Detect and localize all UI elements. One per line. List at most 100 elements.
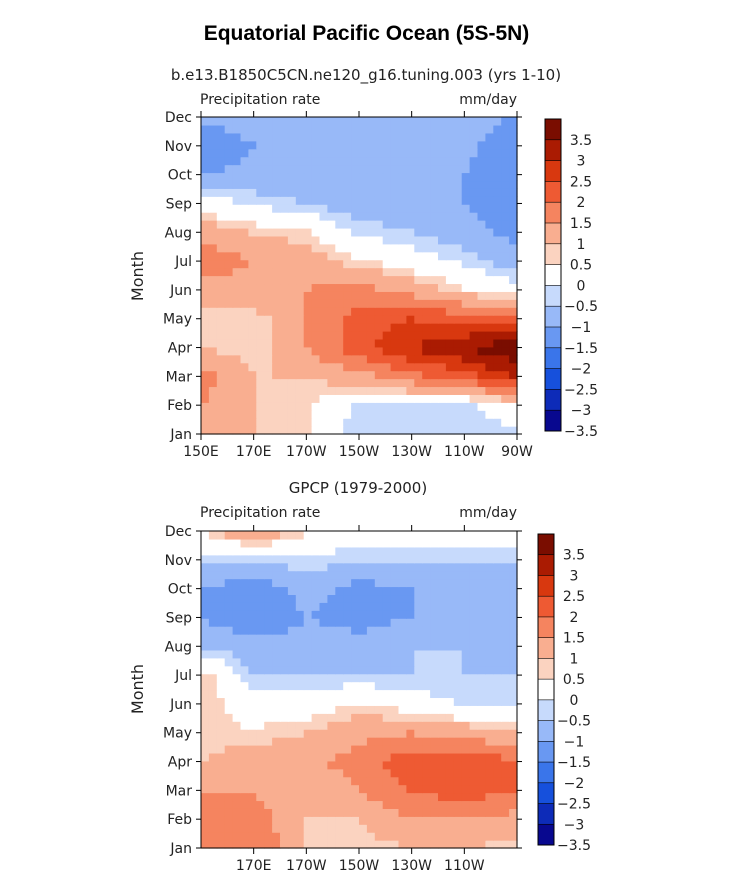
heatmap-cell [477,243,486,253]
heatmap-cell [295,586,305,596]
heatmap-cell [287,180,297,189]
heatmap-cell [319,570,328,580]
heatmap-cell [406,418,415,427]
heatmap-cell [256,538,265,548]
heatmap-cell [477,657,486,667]
heatmap-cell [501,641,510,651]
heatmap-cell [327,594,336,603]
heatmap-cell [272,752,281,762]
heatmap-cell [390,705,400,714]
heatmap-cell [359,378,368,388]
heatmap-cell [469,768,479,778]
heatmap-cell [224,744,234,754]
heatmap-cell [216,634,226,643]
heatmap-cell [359,562,368,572]
heatmap-cell [398,402,407,411]
heatmap-cell [303,649,313,659]
heatmap-cell [240,586,249,596]
heatmap-cell [201,538,210,548]
heatmap-cell [430,705,439,714]
heatmap-cell [422,362,431,372]
heatmap-cell [414,204,423,213]
heatmap-cell [374,531,384,540]
heatmap-cell [335,737,344,746]
heatmap-cell [343,697,352,706]
heatmap-cell [430,681,439,691]
heatmap-cell [327,816,336,825]
heatmap-cell [248,299,257,308]
heatmap-cell [311,188,321,197]
heatmap-cell [264,744,273,754]
heatmap-cell [224,689,234,699]
heatmap-cell [453,626,463,635]
heatmap-cell [390,354,400,364]
heatmap-cell [493,402,502,411]
heatmap-cell [272,386,281,395]
heatmap-cell [280,323,289,332]
heatmap-cell [453,299,463,308]
heatmap-cell [453,657,463,667]
heatmap-cell [406,626,415,635]
heatmap-cell [485,124,494,134]
heatmap-cell [359,531,368,540]
heatmap-cell [398,148,407,158]
heatmap-cell [501,140,510,150]
heatmap-cell [335,768,344,778]
heatmap-cell [256,657,265,667]
heatmap-cell [311,299,321,308]
heatmap-cell [280,744,289,754]
heatmap-cell [406,760,415,770]
heatmap-cell [280,370,289,380]
heatmap-cell [461,729,471,738]
heatmap-cell [311,808,321,817]
colorbar-label: 2.5 [563,589,585,605]
heatmap-cell [493,362,502,372]
heatmap-cell [461,307,471,316]
heatmap-cell [248,227,257,237]
heatmap-cell [295,562,305,572]
heatmap-cell [295,546,305,556]
heatmap-cell [406,824,415,833]
heatmap-cell [509,800,518,809]
heatmap-cell [382,204,392,213]
heatmap-cell [287,689,297,699]
heatmap-cell [422,697,431,706]
heatmap-cell [422,657,431,667]
heatmap-cell [461,172,471,182]
heatmap-cell [248,546,257,556]
heatmap-cell [374,243,384,253]
heatmap-cell [232,578,242,588]
heatmap-cell [453,124,463,134]
heatmap-cell [216,824,226,833]
heatmap-cell [509,394,518,403]
heatmap-cell [248,235,257,245]
colorbar-label: −1.5 [564,341,598,357]
heatmap-cell [453,164,463,174]
heatmap-cell [232,832,242,841]
heatmap-cell [280,594,289,603]
heatmap-cell [374,370,384,380]
heatmap-cell [390,673,400,683]
heatmap-cell [248,259,257,269]
heatmap-cell [493,602,502,611]
heatmap-cell [295,618,305,627]
heatmap-cell [232,299,242,308]
heatmap-cell [216,117,226,126]
heatmap-cell [295,330,305,340]
heatmap-cell [509,124,518,134]
heatmap-cell [264,426,273,435]
heatmap-cell [295,594,305,603]
heatmap-cell [295,657,305,667]
heatmap-cells [201,117,518,435]
heatmap-cell [216,594,226,603]
heatmap-cell [295,196,305,205]
heatmap-cell [343,705,352,714]
heatmap-cell [295,673,305,683]
colorbar-swatch [538,637,554,659]
heatmap-cell [422,243,431,253]
heatmap-cell [256,641,265,651]
heatmap-cell [319,562,328,572]
heatmap-cell [311,649,321,659]
heatmap-cell [453,602,463,611]
heatmap-cell [232,338,242,348]
